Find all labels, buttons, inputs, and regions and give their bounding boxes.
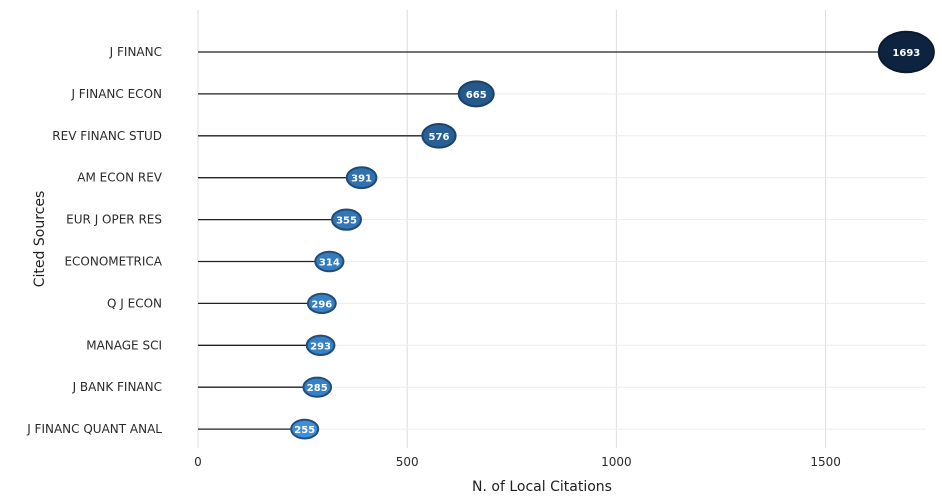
lollipop-dot (457, 80, 495, 108)
dot-layer (290, 30, 935, 440)
x-tick-label: 1500 (810, 455, 841, 469)
category-label: ECONOMETRICA (64, 255, 162, 269)
y-axis-title: Cited Sources (32, 191, 48, 287)
value-label: 355 (336, 216, 357, 227)
value-label: 391 (351, 174, 372, 185)
category-label: J FINANC (109, 45, 162, 59)
lollipop-dot (302, 376, 333, 398)
category-label: REV FINANC STUD (52, 129, 162, 143)
category-label: J BANK FINANC (72, 380, 162, 394)
category-label: MANAGE SCI (86, 338, 162, 352)
x-tick-label: 1000 (601, 455, 632, 469)
x-axis-title: N. of Local Citations (472, 479, 612, 495)
lollipop-dot (305, 334, 336, 356)
lollipop-dot (314, 250, 345, 273)
value-label: 665 (466, 90, 487, 101)
category-label: EUR J OPER RES (66, 213, 162, 227)
category-label: J FINANC QUANT ANAL (26, 422, 162, 436)
label-layer: 0 500 1000 1500 J FINANC 1693 J FINANC ECON 665… (26, 45, 920, 469)
value-label: 1693 (892, 48, 920, 59)
category-label: Q J ECON (107, 296, 162, 310)
x-tick-label: 0 (194, 455, 202, 469)
category-label: AM ECON REV (77, 171, 162, 185)
value-label: 293 (310, 341, 331, 352)
value-label: 576 (429, 132, 450, 143)
value-label: 296 (311, 299, 332, 310)
value-label: 285 (307, 383, 328, 394)
value-label: 255 (294, 425, 315, 436)
lollipop-dot (331, 208, 363, 231)
lollipop-dot (290, 418, 320, 440)
lollipop-dot (877, 30, 935, 74)
stem-layer (198, 51, 907, 430)
lollipop-dot (306, 292, 337, 315)
lollipop-dot (421, 123, 457, 149)
x-tick-label: 500 (396, 455, 419, 469)
category-label: J FINANC ECON (70, 87, 162, 101)
value-label: 314 (319, 258, 340, 269)
lollipop-dot (345, 166, 378, 190)
